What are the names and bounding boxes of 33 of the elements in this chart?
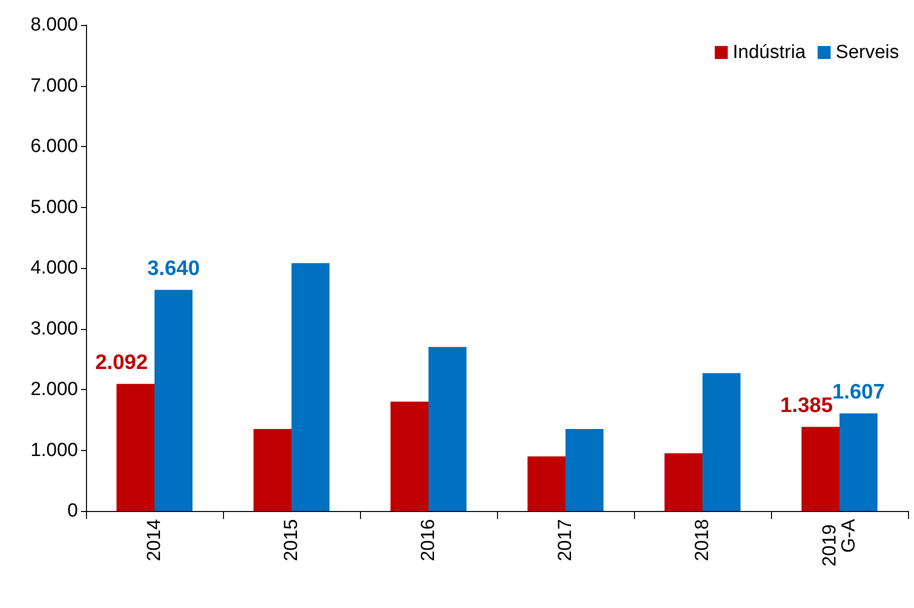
bar [428, 346, 466, 511]
data-label: 1.607 [832, 380, 885, 404]
bar [116, 384, 154, 511]
y-tick-label: 3.000 [30, 318, 78, 340]
x-tick-label: 2014 [144, 518, 165, 562]
bar [292, 263, 330, 511]
bar [154, 290, 192, 511]
bar [840, 413, 878, 511]
data-label: 2.092 [95, 350, 148, 374]
data-label: 3.640 [147, 256, 200, 280]
x-tick-label: 2018 [692, 519, 713, 562]
bar [566, 428, 604, 511]
bar [702, 373, 740, 511]
x-tick-label: 2017 [555, 519, 576, 562]
y-tick-label: 6.000 [30, 136, 78, 157]
y-tick-label: 8.000 [30, 14, 78, 36]
y-tick-label: 5.000 [30, 196, 78, 218]
legend-label: Indústria [732, 42, 806, 63]
y-tick-label: 2.000 [30, 379, 78, 400]
y-tick-label: 4.000 [30, 258, 78, 278]
y-tick-label: 1.000 [30, 440, 78, 461]
bar [390, 402, 428, 511]
data-label: 1.385 [780, 394, 834, 417]
bar [664, 453, 702, 511]
legend-label: Serveis [836, 42, 900, 63]
bar [802, 426, 840, 511]
x-tick-label: 2019 G-A [820, 518, 860, 567]
x-tick-label: 2015 [281, 519, 302, 562]
bar [254, 428, 292, 511]
y-tick-label: 7.000 [30, 75, 78, 96]
bar [528, 456, 566, 511]
y-tick-label: 0 [67, 500, 78, 522]
x-tick-label: 2016 [418, 519, 439, 562]
